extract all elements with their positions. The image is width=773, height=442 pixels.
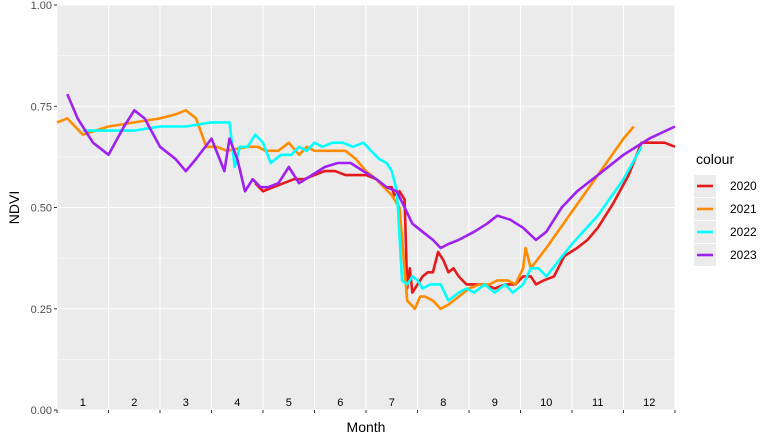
month-label: 10 (540, 397, 552, 409)
month-label: 7 (389, 397, 395, 409)
legend-label-2023: 2023 (730, 248, 757, 262)
month-label: 3 (183, 397, 189, 409)
y-axis: 0.00 0.25 0.50 0.75 1.00 (31, 0, 57, 417)
legend-label-2021: 2021 (730, 202, 757, 216)
y-tick-label: 0.00 (31, 405, 52, 417)
y-tick-label: 1.00 (31, 0, 52, 12)
y-axis-title: NDVI (6, 191, 22, 224)
month-label: 8 (440, 397, 446, 409)
legend-label-2020: 2020 (730, 179, 757, 193)
month-label: 6 (337, 397, 343, 409)
x-axis-title: Month (347, 419, 386, 435)
legend: colour 2020 2021 2022 2023 (694, 151, 757, 266)
legend-title: colour (696, 151, 734, 167)
month-label: 9 (492, 397, 498, 409)
series-line-2023 (66, 93, 676, 250)
y-tick-label: 0.75 (31, 101, 52, 113)
month-label: 12 (643, 397, 655, 409)
y-tick-label: 0.50 (31, 203, 52, 215)
series-line-2020 (254, 141, 676, 294)
month-label: 11 (592, 397, 603, 409)
legend-label-2022: 2022 (730, 225, 757, 239)
month-label: 5 (286, 397, 292, 409)
month-labels: 1 2 3 4 5 6 7 8 9 10 11 12 (80, 397, 656, 409)
y-tick-label: 0.25 (31, 304, 52, 316)
x-axis (56, 410, 676, 413)
month-label: 2 (131, 397, 137, 409)
month-label: 1 (80, 397, 86, 409)
series-lines (56, 93, 676, 311)
series-line-2022 (82, 121, 643, 302)
legend-items: 2020 2021 2022 2023 (694, 175, 757, 266)
month-label: 4 (234, 397, 240, 409)
